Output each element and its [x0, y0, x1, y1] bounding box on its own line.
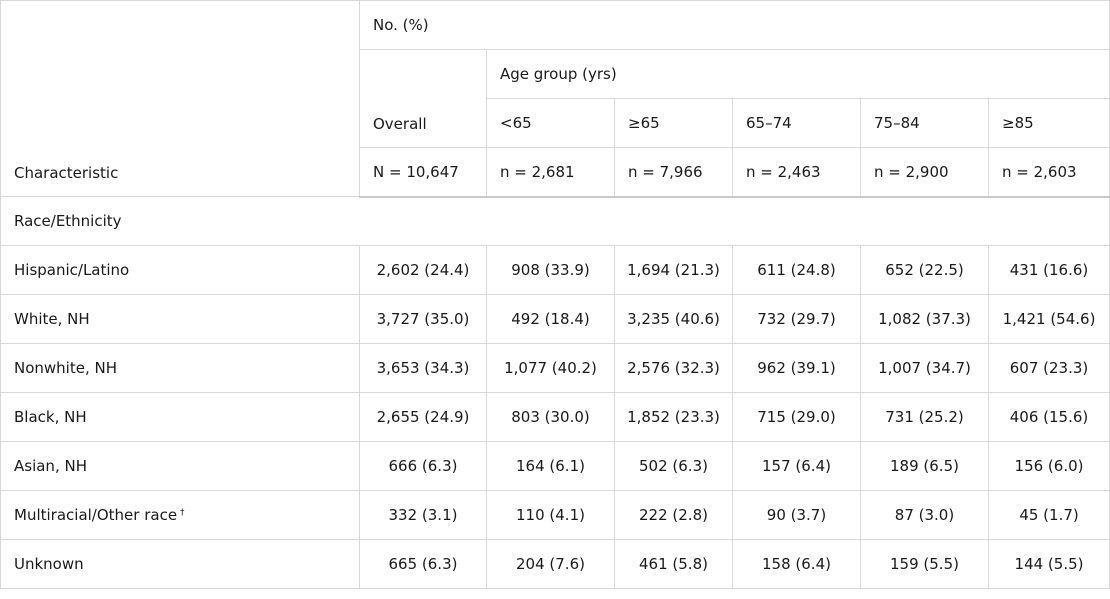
table-row: Asian, NH 666 (6.3) 164 (6.1) 502 (6.3) …: [0, 441, 1110, 491]
table-cell: 431 (16.6): [987, 245, 1110, 295]
row-label: Black, NH: [0, 392, 360, 442]
table-cell: 222 (2.8): [614, 490, 733, 540]
n-75-84: n = 2,900: [860, 147, 989, 198]
table-cell: 1,421 (54.6): [987, 294, 1110, 344]
table-cell: 492 (18.4): [486, 294, 615, 344]
table-row: Black, NH 2,655 (24.9) 803 (30.0) 1,852 …: [0, 392, 1110, 442]
row-label-text: Multiracial/Other race: [14, 506, 178, 524]
table-cell: 158 (6.4): [732, 539, 861, 589]
row-label: Hispanic/Latino: [0, 245, 360, 295]
table-cell: 611 (24.8): [732, 245, 861, 295]
table-cell: 732 (29.7): [732, 294, 861, 344]
table-cell: 406 (15.6): [987, 392, 1110, 442]
footnote-marker: †: [180, 508, 185, 518]
header-characteristic: Characteristic: [0, 0, 360, 197]
table-cell: 189 (6.5): [860, 441, 989, 491]
table-cell: 607 (23.3): [987, 343, 1110, 393]
header-65-74: 65–74: [732, 98, 861, 148]
table-cell: 652 (22.5): [860, 245, 989, 295]
n-under-65: n = 2,681: [486, 147, 615, 198]
table-cell: 1,852 (23.3): [614, 392, 733, 442]
row-label: White, NH: [0, 294, 360, 344]
table-cell: 3,235 (40.6): [614, 294, 733, 344]
table-cell: 1,007 (34.7): [860, 343, 989, 393]
table-cell: 502 (6.3): [614, 441, 733, 491]
table-cell: 144 (5.5): [987, 539, 1110, 589]
header-age-group: Age group (yrs): [485, 49, 1110, 99]
table-cell: 159 (5.5): [860, 539, 989, 589]
table-row: White, NH 3,727 (35.0) 492 (18.4) 3,235 …: [0, 294, 1110, 344]
table-cell: 665 (6.3): [359, 539, 487, 589]
table-cell: 803 (30.0): [486, 392, 615, 442]
table-cell: 90 (3.7): [732, 490, 861, 540]
section-race-ethnicity: Race/Ethnicity: [0, 196, 1110, 246]
row-label: Asian, NH: [0, 441, 360, 491]
table-cell: 87 (3.0): [860, 490, 989, 540]
table-cell: 157 (6.4): [732, 441, 861, 491]
table-cell: 164 (6.1): [486, 441, 615, 491]
table-cell: 156 (6.0): [987, 441, 1110, 491]
n-65-74: n = 2,463: [732, 147, 861, 198]
n-85-plus: n = 2,603: [987, 147, 1110, 198]
table-cell: 1,082 (37.3): [860, 294, 989, 344]
header-75-84: 75–84: [860, 98, 989, 148]
table-row: Nonwhite, NH 3,653 (34.3) 1,077 (40.2) 2…: [0, 343, 1110, 393]
table-cell: 2,655 (24.9): [359, 392, 487, 442]
table-cell: 1,694 (21.3): [614, 245, 733, 295]
table-cell: 2,602 (24.4): [359, 245, 487, 295]
header-overall: Overall: [359, 49, 487, 148]
table-row: Hispanic/Latino 2,602 (24.4) 908 (33.9) …: [0, 245, 1110, 295]
table-cell: 332 (3.1): [359, 490, 487, 540]
row-label: Multiracial/Other race †: [0, 490, 360, 540]
table-cell: 908 (33.9): [486, 245, 615, 295]
table-cell: 1,077 (40.2): [486, 343, 615, 393]
row-label: Unknown: [0, 539, 360, 589]
table-row: Unknown 665 (6.3) 204 (7.6) 461 (5.8) 15…: [0, 539, 1110, 589]
n-overall: N = 10,647: [359, 147, 487, 198]
header-85-plus: ≥85: [987, 98, 1110, 148]
header-under-65: <65: [486, 98, 615, 148]
header-65-plus: ≥65: [614, 98, 733, 148]
n-65-plus: n = 7,966: [614, 147, 733, 198]
table-cell: 204 (7.6): [486, 539, 615, 589]
table-cell: 666 (6.3): [359, 441, 487, 491]
row-label: Nonwhite, NH: [0, 343, 360, 393]
table-cell: 2,576 (32.3): [614, 343, 733, 393]
table-cell: 715 (29.0): [732, 392, 861, 442]
header-no-pct: No. (%): [358, 0, 1110, 50]
table-cell: 110 (4.1): [486, 490, 615, 540]
table-cell: 731 (25.2): [860, 392, 989, 442]
table-cell: 3,653 (34.3): [359, 343, 487, 393]
table-cell: 3,727 (35.0): [359, 294, 487, 344]
table-cell: 461 (5.8): [614, 539, 733, 589]
table-row: Multiracial/Other race † 332 (3.1) 110 (4…: [0, 490, 1110, 540]
table-cell: 962 (39.1): [732, 343, 861, 393]
table-cell: 45 (1.7): [987, 490, 1110, 540]
